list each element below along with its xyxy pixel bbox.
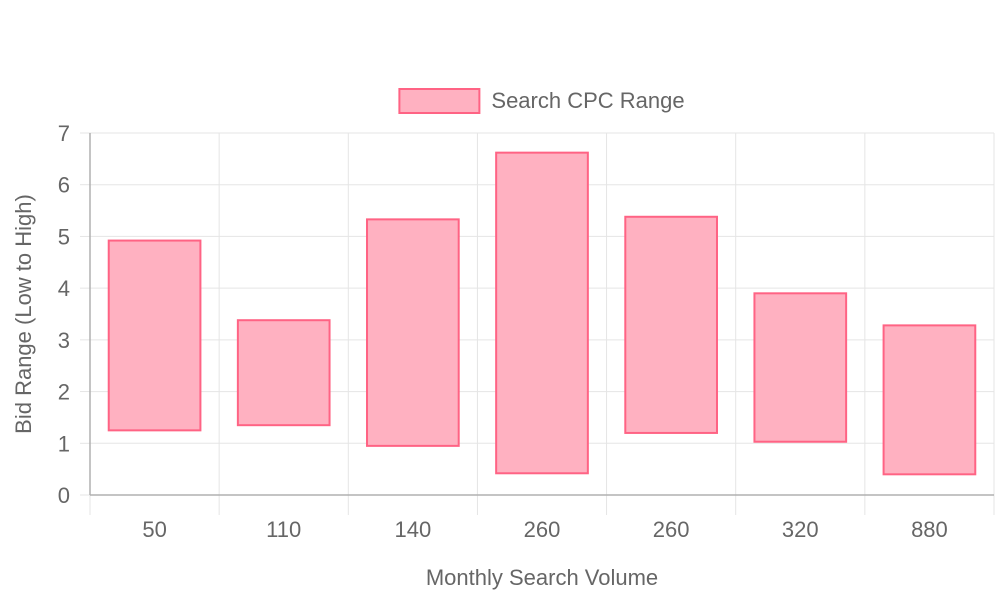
y-tick-label: 5 — [58, 224, 70, 249]
y-tick-label: 7 — [58, 121, 70, 146]
y-axis-title: Bid Range (Low to High) — [11, 194, 36, 434]
x-tick-label: 320 — [782, 517, 819, 542]
x-tick-label: 50 — [142, 517, 166, 542]
y-tick-label: 2 — [58, 380, 70, 405]
x-tick-label: 260 — [653, 517, 690, 542]
x-tick-label: 110 — [266, 517, 301, 542]
x-tick-label: 260 — [524, 517, 561, 542]
x-axis-title: Monthly Search Volume — [426, 565, 658, 590]
bar[interactable] — [366, 218, 460, 447]
legend-label[interactable]: Search CPC Range — [491, 88, 684, 113]
bar[interactable] — [495, 151, 589, 475]
legend[interactable]: Search CPC Range — [398, 88, 685, 114]
legend-swatch[interactable] — [398, 88, 481, 114]
x-tick-label: 140 — [394, 517, 431, 542]
y-tick-label: 6 — [58, 173, 70, 198]
y-tick-label: 1 — [58, 431, 70, 456]
bar[interactable] — [753, 292, 848, 443]
y-tick-label: 4 — [58, 276, 70, 301]
bars — [107, 151, 977, 476]
bar[interactable] — [107, 239, 202, 432]
y-tick-label: 3 — [58, 328, 70, 353]
bar[interactable] — [882, 324, 977, 476]
axes: 0 1 2 3 4 5 6 7 50 110 140 260 260 320 880 — [58, 121, 995, 542]
y-tick-label: 0 — [58, 483, 70, 508]
bar[interactable] — [624, 215, 718, 434]
x-tick-label: 880 — [911, 517, 948, 542]
bar[interactable] — [236, 319, 331, 427]
